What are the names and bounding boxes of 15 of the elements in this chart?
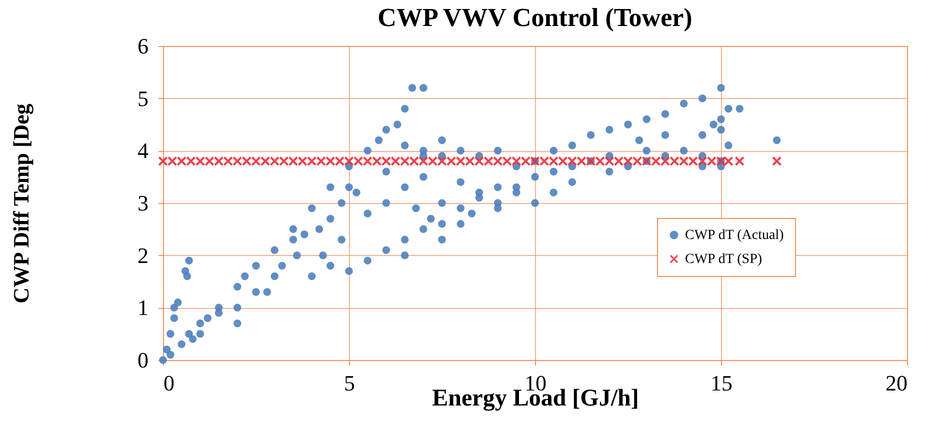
legend-label: CWP dT (SP) <box>685 252 762 267</box>
y-tick-label: 6 <box>138 34 148 58</box>
y-axis-title: CWP Diff Temp [Deg <box>8 104 34 304</box>
y-tick-label: 3 <box>138 190 148 216</box>
y-tick-label: 5 <box>138 86 148 111</box>
x-tick-label: 5 <box>344 370 355 396</box>
x-tick-label: 0 <box>164 370 174 396</box>
y-tick-label: 2 <box>138 242 148 268</box>
y-tick-label: 4 <box>138 138 148 164</box>
y-tick-label: 0 <box>138 348 148 372</box>
y-tick-label: 1 <box>138 295 148 320</box>
legend-label: CWP dT (Actual) <box>685 228 784 243</box>
chart-title: CWP VWV Control (Tower) <box>378 3 692 32</box>
x-tick-label: 20 <box>886 370 908 396</box>
x-tick-label: 15 <box>710 370 732 396</box>
